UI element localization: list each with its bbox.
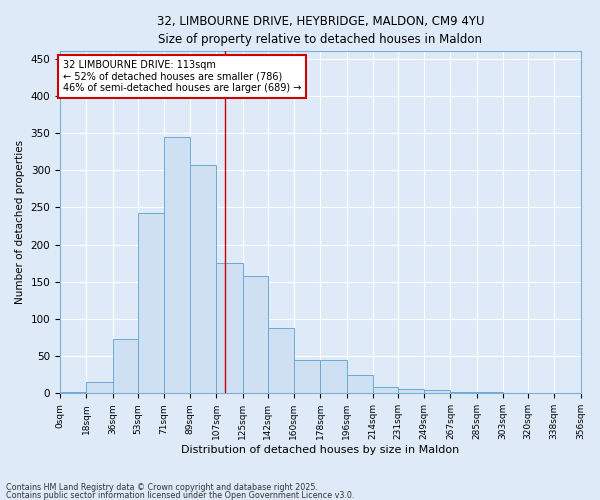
- Bar: [164, 137, 190, 394]
- Bar: [113, 339, 137, 394]
- Bar: [347, 375, 373, 394]
- Text: 32 LIMBOURNE DRIVE: 113sqm
← 52% of detached houses are smaller (786)
46% of sem: 32 LIMBOURNE DRIVE: 113sqm ← 52% of deta…: [63, 60, 301, 94]
- Bar: [373, 386, 398, 394]
- Bar: [190, 165, 217, 394]
- Bar: [86, 382, 113, 394]
- Text: Contains HM Land Registry data © Crown copyright and database right 2025.: Contains HM Land Registry data © Crown c…: [6, 484, 318, 492]
- Bar: [451, 392, 476, 394]
- Bar: [243, 276, 268, 394]
- Bar: [60, 392, 86, 394]
- Bar: [528, 392, 554, 394]
- Bar: [503, 392, 528, 394]
- X-axis label: Distribution of detached houses by size in Maldon: Distribution of detached houses by size …: [181, 445, 460, 455]
- Bar: [137, 212, 164, 394]
- Bar: [398, 389, 424, 394]
- Bar: [424, 390, 451, 394]
- Bar: [476, 392, 503, 394]
- Bar: [268, 328, 294, 394]
- Bar: [320, 360, 347, 394]
- Text: Contains public sector information licensed under the Open Government Licence v3: Contains public sector information licen…: [6, 490, 355, 500]
- Bar: [217, 263, 243, 394]
- Title: 32, LIMBOURNE DRIVE, HEYBRIDGE, MALDON, CM9 4YU
Size of property relative to det: 32, LIMBOURNE DRIVE, HEYBRIDGE, MALDON, …: [157, 15, 484, 46]
- Bar: [294, 360, 320, 394]
- Y-axis label: Number of detached properties: Number of detached properties: [15, 140, 25, 304]
